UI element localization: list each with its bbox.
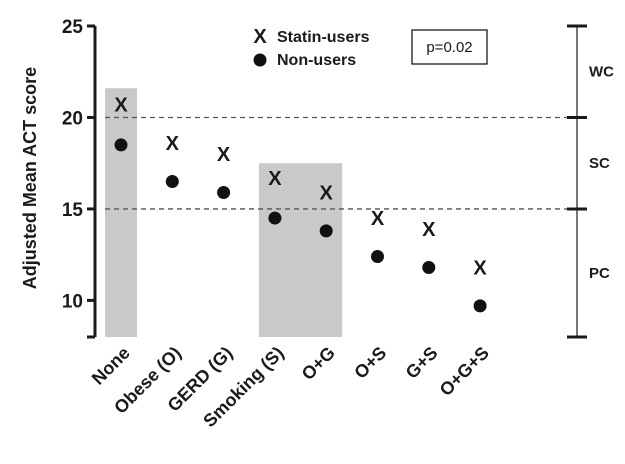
p-value-text: p=0.02 xyxy=(426,39,472,56)
statin-user-point-4: X xyxy=(320,182,334,204)
shaded-regions xyxy=(105,88,343,337)
p-value-frame xyxy=(411,29,488,65)
zone-label-pc: PC xyxy=(589,265,610,282)
statin-user-point-0: X xyxy=(114,95,128,117)
non-user-point-6 xyxy=(422,260,436,274)
shaded-region-0 xyxy=(105,88,137,337)
data-points: X X X X X X X X xyxy=(114,95,487,313)
control-zone-axis: WC SC PC xyxy=(567,24,614,339)
statin-user-point-5: X xyxy=(371,208,385,230)
x-tick-label-6: G+S xyxy=(402,343,442,383)
statin-user-point-1: X xyxy=(166,133,180,155)
x-tick-label-4: O+G xyxy=(298,343,339,384)
non-user-point-2 xyxy=(217,185,231,199)
y-tick-label-15: 15 xyxy=(62,200,84,221)
legend-nonuser-marker xyxy=(253,53,267,67)
y-tick-label-10: 10 xyxy=(62,291,83,312)
shaded-region-1 xyxy=(258,163,343,337)
non-user-point-1 xyxy=(165,175,179,188)
y-axis: 10 15 20 25 xyxy=(62,17,97,339)
x-tick-label-0: None xyxy=(88,343,134,389)
non-user-point-5 xyxy=(371,250,384,264)
statin-user-point-2: X xyxy=(217,144,231,166)
non-user-point-7 xyxy=(473,299,487,313)
reference-lines xyxy=(105,116,577,210)
x-tick-label-5: O+S xyxy=(350,343,390,383)
legend-statin-label: Statin-users xyxy=(277,29,370,46)
y-axis-label: Adjusted Mean ACT score xyxy=(20,67,40,289)
legend-nonuser-label: Non-users xyxy=(277,52,356,69)
legend: X Statin-users Non-users xyxy=(253,26,369,69)
statin-user-point-6: X xyxy=(422,219,436,241)
statin-user-point-3: X xyxy=(268,168,282,190)
non-user-point-4 xyxy=(319,224,333,238)
zone-label-sc: SC xyxy=(589,155,610,172)
legend-statin-marker: X xyxy=(253,26,267,48)
statin-user-point-7: X xyxy=(473,257,487,279)
zone-label-wc: WC xyxy=(589,64,614,81)
y-tick-label-20: 20 xyxy=(62,108,83,129)
non-user-point-0 xyxy=(114,138,128,152)
non-user-point-3 xyxy=(268,211,282,225)
y-tick-label-25: 25 xyxy=(62,17,84,38)
p-value-box: p=0.02 xyxy=(411,29,488,65)
x-tick-label-7: O+G+S xyxy=(436,343,493,400)
